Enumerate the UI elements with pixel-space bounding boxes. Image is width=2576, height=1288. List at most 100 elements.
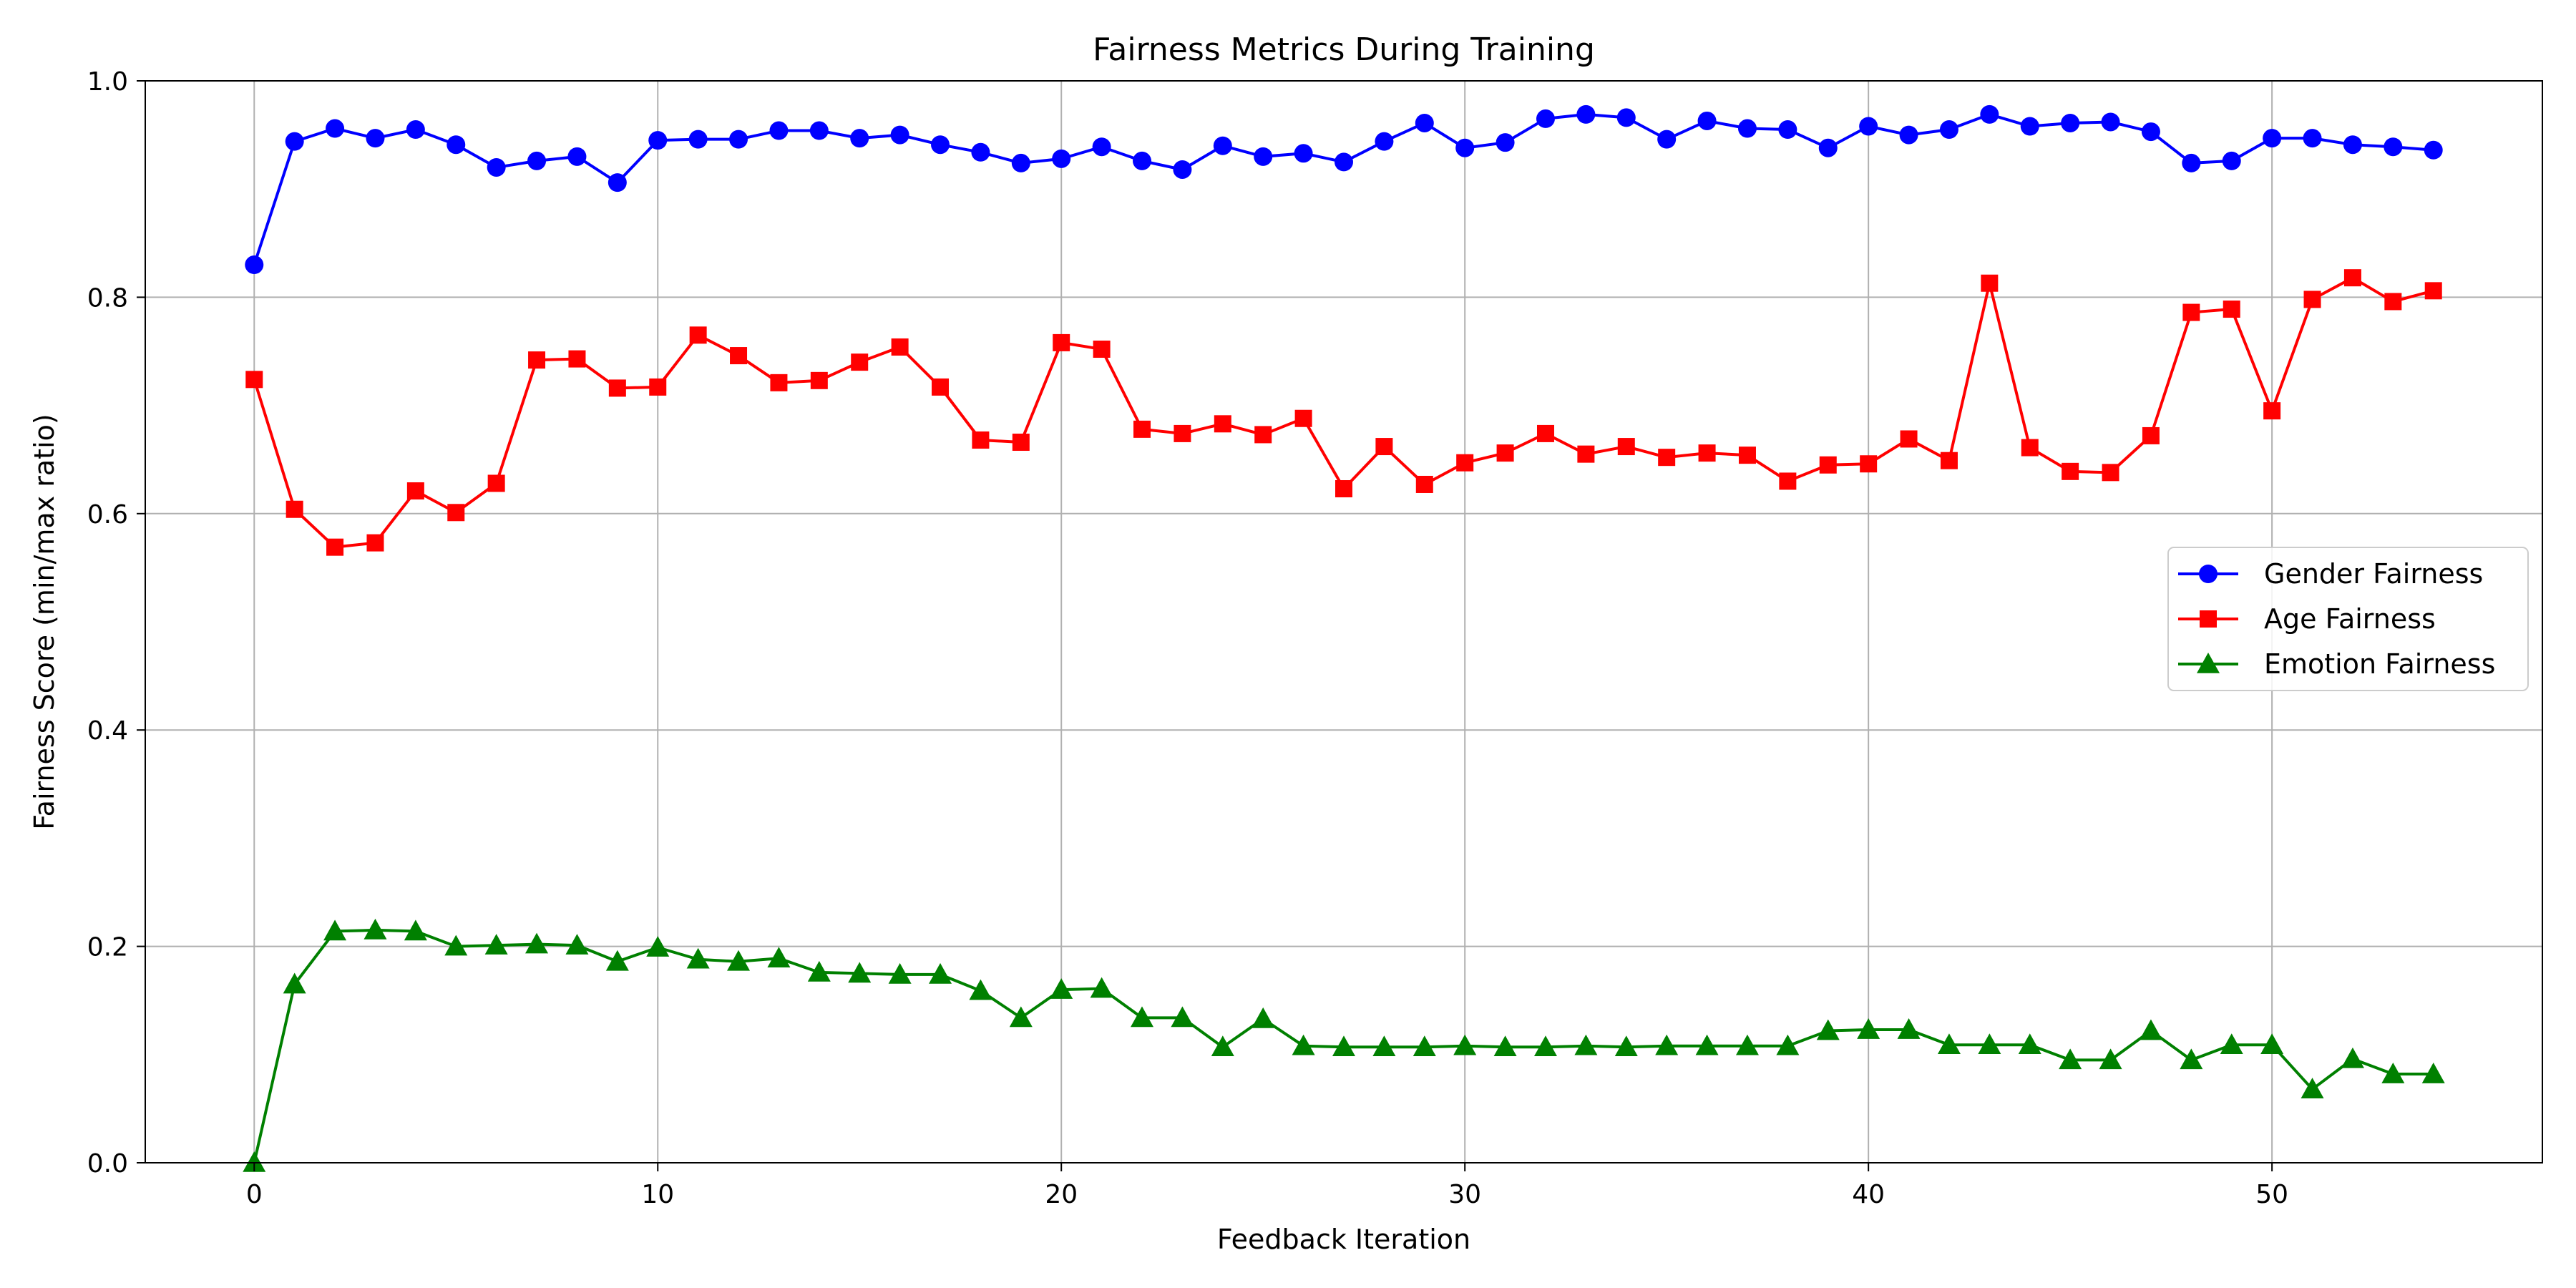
data-point-gender-fairness-11 <box>688 130 708 149</box>
data-point-age-fairness-1 <box>286 500 303 518</box>
data-point-gender-fairness-52 <box>2343 135 2362 155</box>
data-point-emotion-fairness-42 <box>1937 1033 1961 1054</box>
data-point-age-fairness-10 <box>649 378 667 396</box>
data-point-age-fairness-4 <box>406 482 424 500</box>
x-tick-label-0: 0 <box>246 1180 263 1209</box>
axes: 0 10 20 30 40 50 0.0 0.2 0.4 0.6 0.8 1.0 <box>87 67 2288 1209</box>
data-point-gender-fairness-5 <box>447 135 466 155</box>
data-point-gender-fairness-24 <box>1213 136 1232 155</box>
data-point-gender-fairness-16 <box>890 125 909 145</box>
data-point-age-fairness-6 <box>487 474 505 492</box>
data-point-gender-fairness-22 <box>1133 151 1152 170</box>
data-point-gender-fairness-17 <box>931 135 950 155</box>
data-point-gender-fairness-21 <box>1092 137 1111 157</box>
data-point-gender-fairness-38 <box>1778 120 1797 140</box>
data-point-emotion-fairness-10 <box>646 936 670 957</box>
data-point-age-fairness-12 <box>730 347 748 365</box>
series-gender-fairness <box>245 104 2443 275</box>
data-point-age-fairness-51 <box>2303 291 2321 308</box>
data-point-gender-fairness-32 <box>1536 109 1555 128</box>
data-point-age-fairness-35 <box>1658 449 1676 467</box>
data-point-emotion-fairness-4 <box>404 919 427 941</box>
data-point-emotion-fairness-20 <box>1050 978 1073 999</box>
data-point-emotion-fairness-54 <box>2421 1063 2445 1083</box>
data-point-gender-fairness-34 <box>1616 108 1636 127</box>
data-point-gender-fairness-25 <box>1254 147 1273 166</box>
data-point-gender-fairness-13 <box>769 121 789 140</box>
data-point-emotion-fairness-34 <box>1614 1035 1638 1057</box>
data-point-age-fairness-27 <box>1335 480 1352 498</box>
data-point-emotion-fairness-29 <box>1413 1035 1436 1057</box>
data-point-emotion-fairness-33 <box>1574 1034 1598 1055</box>
data-point-gender-fairness-39 <box>1818 138 1838 157</box>
data-point-emotion-fairness-18 <box>969 979 992 1000</box>
legend: Gender Fairness Age Fairness Emotion Fairn… <box>2167 547 2529 691</box>
data-point-age-fairness-24 <box>1214 415 1231 433</box>
data-point-age-fairness-50 <box>2263 402 2281 420</box>
data-point-emotion-fairness-12 <box>727 950 751 971</box>
data-point-emotion-fairness-25 <box>1252 1007 1275 1028</box>
data-point-age-fairness-45 <box>2062 462 2079 480</box>
data-point-gender-fairness-26 <box>1294 144 1313 163</box>
data-point-age-fairness-49 <box>2223 301 2240 318</box>
data-point-emotion-fairness-5 <box>444 935 468 956</box>
data-point-age-fairness-43 <box>1981 274 1999 292</box>
data-point-gender-fairness-23 <box>1173 160 1192 179</box>
data-point-gender-fairness-50 <box>2263 129 2282 148</box>
data-point-emotion-fairness-0 <box>243 1151 266 1172</box>
data-point-emotion-fairness-19 <box>1009 1006 1033 1028</box>
data-point-emotion-fairness-44 <box>2018 1033 2041 1054</box>
data-point-emotion-fairness-14 <box>807 960 831 982</box>
data-point-emotion-fairness-9 <box>605 950 629 971</box>
data-point-gender-fairness-4 <box>406 120 425 140</box>
data-point-age-fairness-48 <box>2182 303 2200 321</box>
data-point-age-fairness-15 <box>851 353 869 371</box>
data-point-emotion-fairness-30 <box>1453 1034 1477 1055</box>
data-point-age-fairness-19 <box>1012 434 1030 452</box>
x-tick-label-2: 20 <box>1045 1180 1078 1209</box>
data-point-emotion-fairness-17 <box>929 962 952 984</box>
data-point-gender-fairness-31 <box>1496 133 1515 152</box>
data-point-emotion-fairness-16 <box>888 962 912 984</box>
data-point-gender-fairness-54 <box>2424 140 2443 160</box>
x-tick-label-3: 30 <box>1448 1180 1481 1209</box>
data-point-emotion-fairness-47 <box>2139 1019 2162 1040</box>
legend-marker-emotion-fairness <box>2197 653 2220 673</box>
data-point-age-fairness-42 <box>1940 452 1958 469</box>
legend-entry-gender-fairness: Gender Fairness <box>2178 558 2483 590</box>
data-point-age-fairness-41 <box>1900 430 1918 448</box>
data-point-emotion-fairness-21 <box>1090 977 1113 998</box>
data-point-emotion-fairness-40 <box>1857 1018 1880 1039</box>
x-axis-label: Feedback Iteration <box>1217 1224 1470 1255</box>
chart-title: Fairness Metrics During Training <box>1093 31 1595 68</box>
data-point-emotion-fairness-41 <box>1897 1018 1921 1039</box>
data-point-age-fairness-20 <box>1053 333 1070 351</box>
data-point-gender-fairness-40 <box>1859 117 1878 136</box>
data-point-gender-fairness-29 <box>1415 113 1434 132</box>
data-point-age-fairness-11 <box>689 326 707 344</box>
legend-box <box>2167 547 2529 691</box>
data-point-gender-fairness-1 <box>285 132 304 151</box>
data-point-gender-fairness-10 <box>648 131 668 150</box>
legend-label-gender-fairness: Gender Fairness <box>2264 558 2483 590</box>
data-point-gender-fairness-46 <box>2101 112 2120 132</box>
data-point-gender-fairness-3 <box>366 129 385 148</box>
data-point-age-fairness-22 <box>1133 420 1151 438</box>
data-point-gender-fairness-2 <box>326 119 345 138</box>
data-point-age-fairness-36 <box>1698 444 1716 462</box>
data-point-gender-fairness-28 <box>1375 132 1394 151</box>
series-age-fairness <box>245 269 2442 556</box>
data-point-gender-fairness-15 <box>850 129 869 148</box>
data-point-emotion-fairness-15 <box>848 962 872 983</box>
data-point-emotion-fairness-27 <box>1332 1035 1355 1057</box>
data-point-age-fairness-3 <box>366 534 384 552</box>
series-lines <box>243 104 2445 1172</box>
data-point-age-fairness-39 <box>1819 456 1837 474</box>
data-point-emotion-fairness-11 <box>686 947 710 969</box>
data-point-age-fairness-32 <box>1536 424 1554 442</box>
data-point-emotion-fairness-22 <box>1131 1006 1154 1028</box>
data-point-emotion-fairness-43 <box>1978 1033 2001 1054</box>
data-point-gender-fairness-0 <box>245 255 264 275</box>
data-point-age-fairness-18 <box>972 431 990 449</box>
